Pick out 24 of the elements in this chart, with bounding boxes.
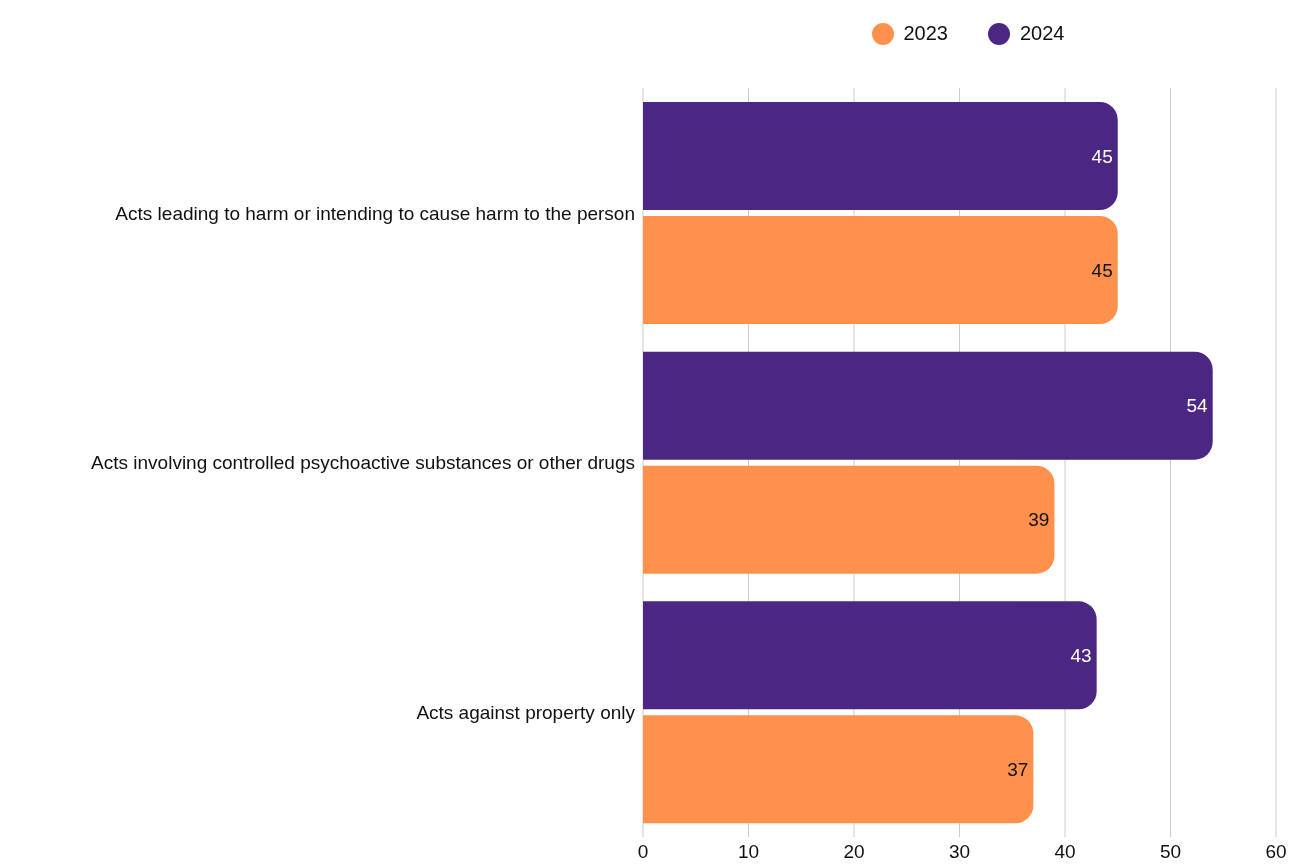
data-label: 43 <box>1070 645 1092 667</box>
data-label: 37 <box>1007 759 1029 781</box>
bar <box>643 102 1118 210</box>
data-label: 39 <box>1028 509 1050 531</box>
x-tick-label: 10 <box>737 841 760 863</box>
bar <box>643 715 1034 824</box>
bar <box>643 465 1055 574</box>
legend-label: 2024 <box>1020 22 1065 45</box>
bar <box>643 351 1213 460</box>
data-label: 45 <box>1091 259 1113 281</box>
y-tick-label: Acts leading to harm or intending to cause harm to the person <box>115 202 635 224</box>
x-tick-label: 50 <box>1159 841 1182 863</box>
legend-label: 2023 <box>903 22 948 45</box>
x-tick-label: 60 <box>1265 841 1287 863</box>
bar <box>643 216 1118 324</box>
x-tick-label: 30 <box>948 841 971 863</box>
data-label: 45 <box>1091 145 1113 167</box>
data-label: 54 <box>1186 395 1209 417</box>
bar <box>643 601 1097 710</box>
y-tick-label: Acts involving controlled psychoactive substances or other drugs <box>91 452 635 474</box>
x-tick-label: 20 <box>843 841 865 863</box>
y-tick-label: Acts against property only <box>416 701 636 723</box>
x-tick-label: 0 <box>637 841 649 863</box>
x-tick-label: 40 <box>1054 841 1076 863</box>
